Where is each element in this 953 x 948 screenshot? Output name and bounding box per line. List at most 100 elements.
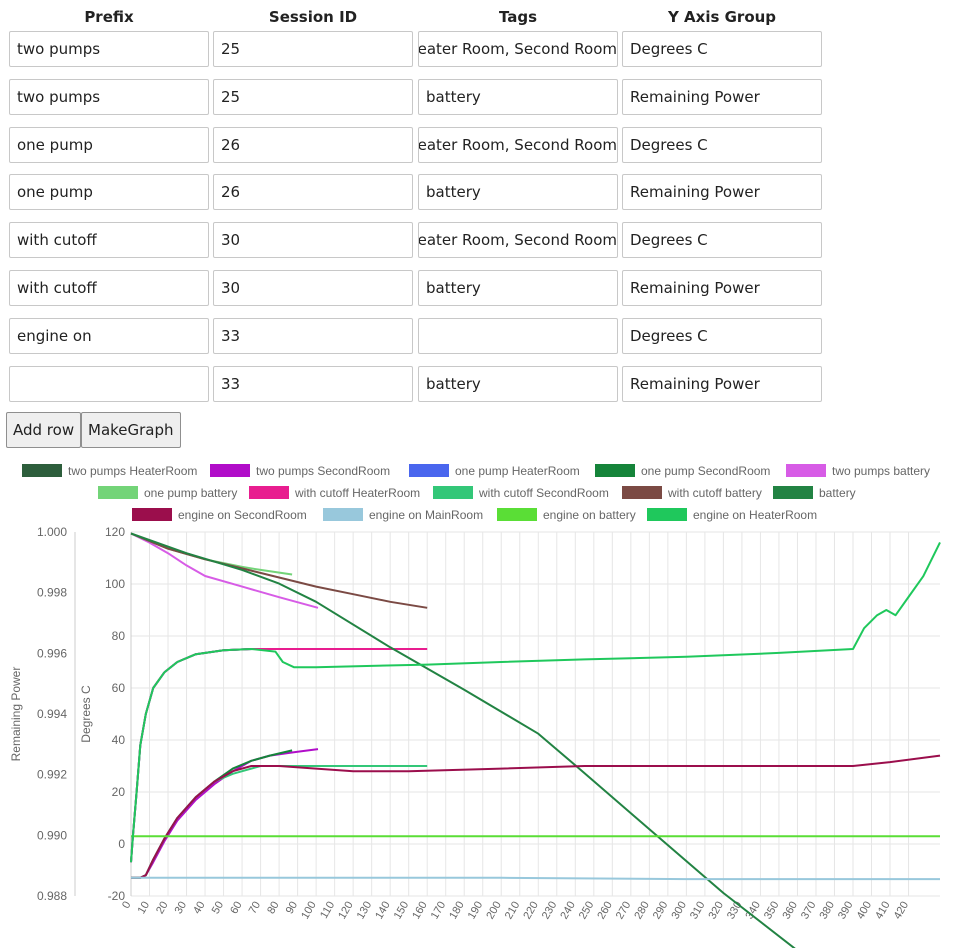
group-input[interactable]: Degrees C bbox=[622, 31, 822, 67]
session-input[interactable]: 25 bbox=[213, 78, 413, 115]
tags-input[interactable]: battery bbox=[418, 365, 618, 402]
prefix-input[interactable] bbox=[9, 365, 209, 402]
legend-swatch bbox=[409, 464, 449, 477]
legend-label: with cutoff HeaterRoom bbox=[294, 486, 420, 500]
x-tick-label: 270 bbox=[614, 900, 634, 922]
series-line-4 bbox=[130, 532, 319, 609]
prefix-input[interactable]: two pumps bbox=[9, 31, 209, 67]
legend-label: one pump battery bbox=[144, 486, 237, 500]
x-tick-label: 280 bbox=[632, 900, 652, 922]
legend-swatch bbox=[249, 486, 289, 499]
group-input[interactable]: Remaining Power bbox=[622, 78, 822, 115]
legend-swatch bbox=[210, 464, 250, 477]
y-axis-left-title: Remaining Power bbox=[9, 667, 23, 762]
x-tick-label: 90 bbox=[284, 900, 301, 917]
legend-swatch bbox=[773, 486, 813, 499]
legend-label: one pump SecondRoom bbox=[641, 464, 770, 478]
group-input[interactable]: Remaining Power bbox=[622, 174, 822, 211]
x-tick-label: 100 bbox=[299, 900, 319, 922]
session-input[interactable]: 26 bbox=[213, 126, 413, 163]
tags-input[interactable]: battery bbox=[418, 78, 618, 115]
chart-legend: two pumps HeaterRoom two pumps SecondRoom… bbox=[22, 464, 930, 522]
y-axis-right-title: Degrees C bbox=[79, 685, 93, 743]
prefix-input[interactable]: two pumps bbox=[9, 78, 209, 115]
series-line-10 bbox=[131, 754, 941, 879]
legend-swatch bbox=[595, 464, 635, 477]
x-tick-label: 310 bbox=[688, 900, 708, 922]
tags-input[interactable]: Heater Room, Second Room bbox=[418, 31, 618, 67]
y-tick-label: 60 bbox=[112, 681, 126, 695]
legend-label: engine on SecondRoom bbox=[178, 508, 307, 522]
legend-item: one pump battery bbox=[98, 486, 237, 500]
x-tick-label: 10 bbox=[136, 900, 153, 917]
line-chart: two pumps HeaterRoom two pumps SecondRoom… bbox=[9, 464, 941, 948]
prefix-input[interactable]: with cutoff bbox=[9, 222, 209, 259]
tags-input[interactable]: battery bbox=[418, 270, 618, 306]
session-input[interactable]: 33 bbox=[213, 317, 413, 354]
x-tick-label: 360 bbox=[780, 900, 800, 922]
group-input[interactable]: Remaining Power bbox=[622, 270, 822, 306]
x-tick-label: 390 bbox=[836, 900, 856, 922]
x-tick-label: 220 bbox=[521, 900, 541, 922]
legend-label: engine on MainRoom bbox=[369, 508, 483, 522]
legend-swatch bbox=[132, 508, 172, 521]
legend-label: one pump HeaterRoom bbox=[455, 464, 580, 478]
group-input[interactable]: Degrees C bbox=[622, 222, 822, 259]
session-input[interactable]: 26 bbox=[213, 174, 413, 211]
session-input[interactable]: 30 bbox=[213, 222, 413, 259]
group-input[interactable]: Degrees C bbox=[622, 317, 822, 354]
x-tick-label: 130 bbox=[355, 900, 375, 922]
header-prefix: Prefix bbox=[84, 8, 134, 26]
x-tick-label: 170 bbox=[429, 900, 449, 922]
prefix-input[interactable]: one pump bbox=[9, 126, 209, 163]
group-input[interactable]: Degrees C bbox=[622, 126, 822, 163]
prefix-input[interactable]: engine on bbox=[9, 317, 209, 354]
legend-item: two pumps SecondRoom bbox=[210, 464, 390, 478]
x-tick-label: 410 bbox=[873, 900, 893, 922]
legend-label: engine on battery bbox=[543, 508, 636, 522]
x-tick-label: 70 bbox=[247, 900, 264, 917]
prefix-input[interactable]: one pump bbox=[9, 174, 209, 211]
header-y-axis-group: Y Axis Group bbox=[667, 8, 777, 26]
session-input[interactable]: 33 bbox=[213, 365, 413, 402]
group-input[interactable]: Remaining Power bbox=[622, 365, 822, 402]
x-tick-label: 400 bbox=[855, 900, 875, 922]
y-tick-label: 80 bbox=[112, 629, 126, 643]
series-line-1 bbox=[131, 748, 319, 879]
x-tick-label: 300 bbox=[669, 900, 689, 922]
make-graph-button[interactable]: MakeGraph bbox=[81, 412, 181, 448]
chart-grid bbox=[130, 531, 940, 897]
legend-item: with cutoff battery bbox=[622, 486, 762, 500]
tags-input[interactable] bbox=[418, 317, 618, 354]
legend-swatch bbox=[786, 464, 826, 477]
x-tick-label: 260 bbox=[595, 900, 615, 922]
y-tick-label: 100 bbox=[105, 577, 125, 591]
x-tick-label: 250 bbox=[577, 900, 597, 922]
x-tick-label: 380 bbox=[818, 900, 838, 922]
legend-swatch bbox=[647, 508, 687, 521]
series-line-2 bbox=[130, 648, 276, 863]
tags-input[interactable]: battery bbox=[418, 174, 618, 211]
tags-input[interactable]: Heater Room, Second Room bbox=[418, 222, 618, 259]
x-tick-label: 50 bbox=[210, 900, 227, 917]
prefix-input[interactable]: with cutoff bbox=[9, 270, 209, 306]
x-tick-label: 210 bbox=[503, 900, 523, 922]
x-tick-label: 140 bbox=[373, 900, 393, 922]
legend-label: battery bbox=[819, 486, 856, 500]
y-tick-label: -20 bbox=[108, 889, 126, 903]
legend-item: engine on HeaterRoom bbox=[647, 508, 817, 522]
series-line-8 bbox=[130, 532, 428, 609]
x-tick-label: 120 bbox=[336, 900, 356, 922]
legend-item: battery bbox=[773, 486, 856, 500]
add-row-button[interactable]: Add row bbox=[6, 412, 82, 448]
session-input[interactable]: 30 bbox=[213, 270, 413, 306]
x-tick-label: 60 bbox=[228, 900, 245, 917]
legend-label: two pumps SecondRoom bbox=[256, 464, 390, 478]
session-input[interactable]: 25 bbox=[213, 31, 413, 67]
legend-label: with cutoff SecondRoom bbox=[478, 486, 609, 500]
legend-item: with cutoff SecondRoom bbox=[433, 486, 609, 500]
x-tick-label: 240 bbox=[558, 900, 578, 922]
legend-swatch bbox=[98, 486, 138, 499]
tags-input[interactable]: Heater Room, Second Room bbox=[418, 126, 618, 163]
x-tick-label: 350 bbox=[762, 900, 782, 922]
